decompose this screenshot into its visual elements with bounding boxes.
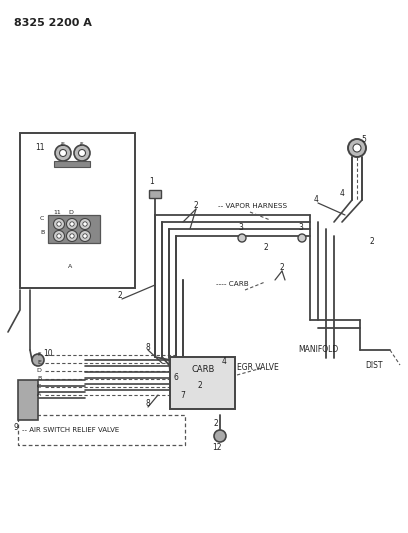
Bar [48,215,100,243]
Text: -- AIR SWITCH RELIEF VALVE: -- AIR SWITCH RELIEF VALVE [22,427,119,433]
Circle shape [32,354,44,366]
Text: A: A [37,392,41,398]
Text: 5: 5 [361,134,366,143]
Text: 8325 2200 A: 8325 2200 A [14,18,92,28]
Text: DIST: DIST [365,361,383,370]
Text: 10: 10 [43,349,53,358]
Circle shape [348,139,366,157]
Circle shape [67,230,78,241]
Text: 2: 2 [370,238,375,246]
Text: E: E [37,360,41,366]
Bar [149,190,161,198]
Circle shape [214,430,226,442]
Circle shape [57,234,61,238]
Circle shape [74,145,90,161]
Text: B: B [40,230,44,235]
Text: A: A [68,264,72,270]
Text: EGR VALVE: EGR VALVE [237,364,279,373]
Text: 4: 4 [340,189,345,198]
Text: D: D [37,368,42,374]
Text: MANIFOLD: MANIFOLD [298,345,338,354]
Text: F: F [37,352,41,358]
Circle shape [55,145,71,161]
Text: 6: 6 [173,373,178,382]
Circle shape [57,222,61,226]
Text: 3: 3 [298,223,303,232]
Circle shape [53,219,64,230]
Text: 3: 3 [238,223,243,232]
Text: 11: 11 [35,143,44,152]
Circle shape [80,219,91,230]
Text: 2: 2 [193,201,198,211]
Text: 4: 4 [222,358,227,367]
Bar [18,380,38,420]
Circle shape [70,222,74,226]
Text: 11: 11 [53,211,61,215]
Text: 8: 8 [146,400,151,408]
Text: 2: 2 [280,263,285,272]
Text: 9: 9 [14,423,19,432]
Text: 2: 2 [213,418,218,427]
Circle shape [53,230,64,241]
Bar [20,133,135,288]
Text: 8: 8 [146,343,151,351]
Text: 2: 2 [263,244,268,253]
Circle shape [353,144,361,152]
Circle shape [83,234,87,238]
Text: 7: 7 [180,391,185,400]
Circle shape [238,234,246,242]
Text: B: B [37,376,41,382]
Text: CARB: CARB [192,365,215,374]
Text: 4: 4 [314,196,319,205]
Circle shape [78,149,86,157]
Text: 2: 2 [118,292,123,301]
Circle shape [80,230,91,241]
Text: 12: 12 [212,443,222,453]
Text: E: E [60,141,64,147]
Text: D: D [68,211,73,215]
Circle shape [83,222,87,226]
Circle shape [298,234,306,242]
Circle shape [60,149,67,157]
Text: 1: 1 [149,177,154,187]
Text: F: F [79,141,83,147]
Text: -- VAPOR HARNESS: -- VAPOR HARNESS [218,203,287,209]
Circle shape [67,219,78,230]
Text: ---- CARB: ---- CARB [216,281,249,287]
Text: 2: 2 [198,381,203,390]
Circle shape [70,234,74,238]
Bar [170,357,235,409]
Bar [54,161,90,167]
Text: C: C [40,215,44,221]
Text: C: C [37,384,41,390]
